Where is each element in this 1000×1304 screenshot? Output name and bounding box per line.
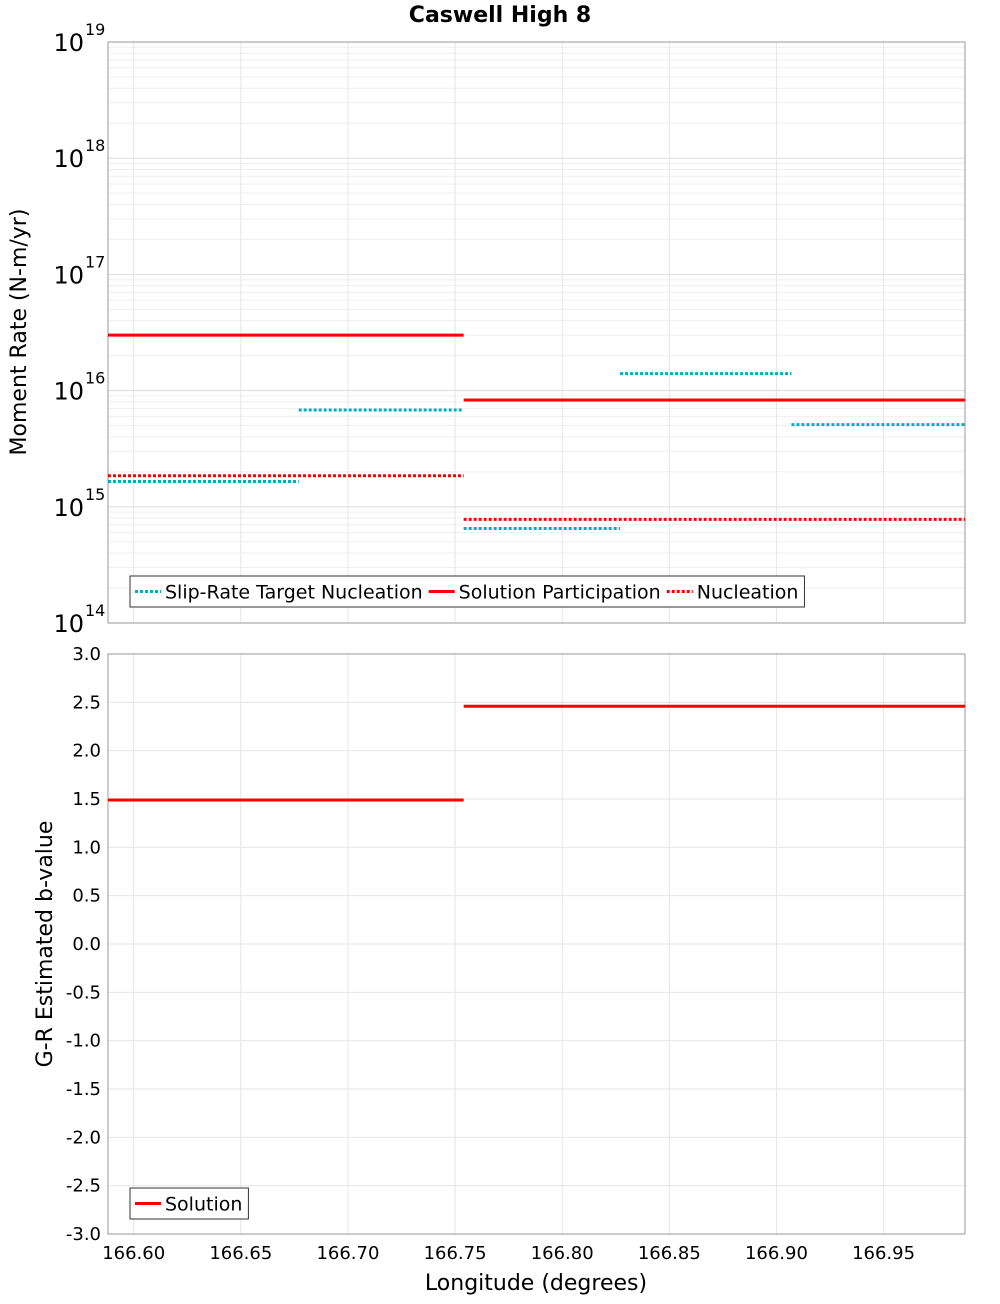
y-tick-exponent: 19: [85, 20, 105, 39]
bottom-legend: Solution: [129, 1187, 249, 1220]
bottom-y-axis-label: G-R Estimated b-value: [33, 821, 58, 1068]
y-tick-label: 1.0: [72, 837, 101, 858]
y-tick-label: 2.5: [72, 692, 101, 713]
x-tick-label: 166.65: [209, 1243, 272, 1264]
y-tick-label: 10 18: [53, 136, 105, 173]
bottom-series-1: [108, 704, 965, 802]
y-tick-label: 0.0: [72, 934, 101, 955]
bottom-panel-grid: [108, 653, 965, 1235]
y-tick-label: -2.0: [66, 1127, 101, 1148]
y-tick-base: 10: [53, 378, 84, 406]
top-y-axis-label: Moment Rate (N-m/yr): [7, 209, 32, 456]
x-tick-label: 166.95: [852, 1243, 915, 1264]
y-tick-label: 1.5: [72, 789, 101, 810]
legend-item: Solution: [135, 1194, 242, 1216]
y-tick-label: 3.0: [72, 644, 101, 665]
top-series-1: [108, 372, 965, 531]
top-legend: Slip-Rate Target Nucleation Solution Part…: [129, 575, 805, 608]
y-tick-label: 0.5: [72, 886, 101, 907]
y-tick-label: -2.5: [66, 1176, 101, 1197]
y-tick-base: 10: [53, 610, 84, 638]
x-tick-label: 166.60: [102, 1243, 165, 1264]
y-tick-base: 10: [53, 261, 84, 289]
y-tick-exponent: 17: [85, 252, 105, 271]
y-tick-label: 10 19: [53, 20, 105, 57]
y-tick-label: -0.5: [66, 982, 101, 1003]
legend-label: Slip-Rate Target Nucleation: [165, 582, 423, 604]
legend-label: Nucleation: [697, 582, 799, 604]
top-plot-frame: [107, 41, 966, 624]
x-tick-label: 166.90: [745, 1243, 808, 1264]
y-tick-exponent: 15: [85, 485, 105, 504]
x-tick-label: 166.75: [424, 1243, 487, 1264]
bottom-plot-frame: [107, 653, 966, 1235]
y-tick-base: 10: [53, 29, 84, 57]
legend-item: Nucleation: [666, 582, 799, 604]
legend-item: Solution Participation: [428, 582, 661, 604]
legend-label: Solution: [165, 1194, 242, 1216]
x-tick-label: 166.80: [531, 1243, 594, 1264]
top-series-3: [108, 474, 965, 521]
y-tick-label: 10 16: [53, 369, 105, 406]
y-tick-label: 2.0: [72, 741, 101, 762]
y-tick-exponent: 18: [85, 136, 105, 155]
x-axis-label: Longitude (degrees): [425, 1271, 647, 1296]
y-tick-label: 10 17: [53, 252, 105, 289]
y-tick-label: -1.5: [66, 1079, 101, 1100]
y-tick-label: 10 15: [53, 485, 105, 522]
y-tick-base: 10: [53, 145, 84, 173]
top-series-2: [108, 333, 965, 402]
y-tick-label: -1.0: [66, 1031, 101, 1052]
legend-item: Slip-Rate Target Nucleation: [135, 582, 423, 604]
y-tick-exponent: 14: [85, 601, 105, 620]
legend-label: Solution Participation: [459, 582, 661, 604]
y-tick-base: 10: [53, 494, 84, 522]
y-tick-exponent: 16: [85, 369, 105, 388]
chart-title: Caswell High 8: [409, 3, 591, 28]
x-tick-label: 166.85: [638, 1243, 701, 1264]
x-tick-label: 166.70: [316, 1243, 379, 1264]
y-tick-label: 10 14: [53, 601, 105, 638]
top-panel-grid: [108, 42, 965, 624]
y-tick-label: -3.0: [66, 1224, 101, 1245]
